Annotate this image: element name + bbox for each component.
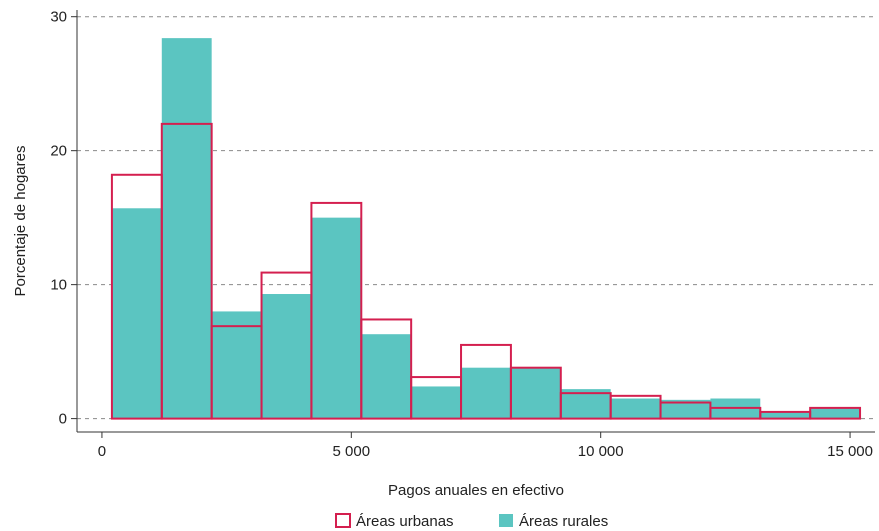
x-tick-label-15000: 15 000 <box>827 443 873 460</box>
bar-urban-14 <box>809 406 862 420</box>
bar-rural-10 <box>610 398 661 419</box>
x-axis-title: Pagos anuales en efectivo <box>388 482 564 499</box>
bar-rural-5 <box>361 334 412 419</box>
urban-bars <box>110 122 862 420</box>
axes <box>76 10 875 433</box>
y-tick-label-10: 10 <box>50 277 67 294</box>
bar-rural-14 <box>810 407 861 419</box>
legend: Áreas urbanas Áreas rurales <box>335 513 608 530</box>
y-tick-label-20: 20 <box>50 143 67 160</box>
y-axis-title: Porcentaje de hogares <box>12 146 29 297</box>
bar-rural-6 <box>411 386 462 419</box>
bar-rural-8 <box>510 367 561 419</box>
x-tick-label-0: 0 <box>98 443 106 460</box>
legend-label-urban: Áreas urbanas <box>356 513 454 530</box>
y-tick-label-30: 30 <box>50 9 67 26</box>
bar-rural-11 <box>660 399 711 419</box>
x-tick-label-10000: 10 000 <box>578 443 624 460</box>
legend-swatch-urban <box>335 513 351 528</box>
bar-urban-1 <box>160 122 213 420</box>
legend-label-rural: Áreas rurales <box>519 513 608 530</box>
y-tick-label-0: 0 <box>59 411 67 428</box>
bar-rural-1 <box>161 38 212 419</box>
rural-bars <box>111 38 861 419</box>
bar-urban-4 <box>310 201 363 420</box>
bar-urban-5 <box>360 318 413 420</box>
bar-rural-0 <box>111 208 162 419</box>
legend-swatch-rural <box>499 514 513 527</box>
bar-rural-2 <box>211 311 262 419</box>
bar-rural-4 <box>311 217 362 419</box>
bar-rural-7 <box>461 367 511 419</box>
x-tick-label-5000: 5 000 <box>333 443 371 460</box>
tick-labels: 0 10 20 30 0 5 000 10 000 15 000 <box>50 9 873 460</box>
bar-rural-13 <box>760 411 811 419</box>
bar-rural-3 <box>261 294 312 419</box>
